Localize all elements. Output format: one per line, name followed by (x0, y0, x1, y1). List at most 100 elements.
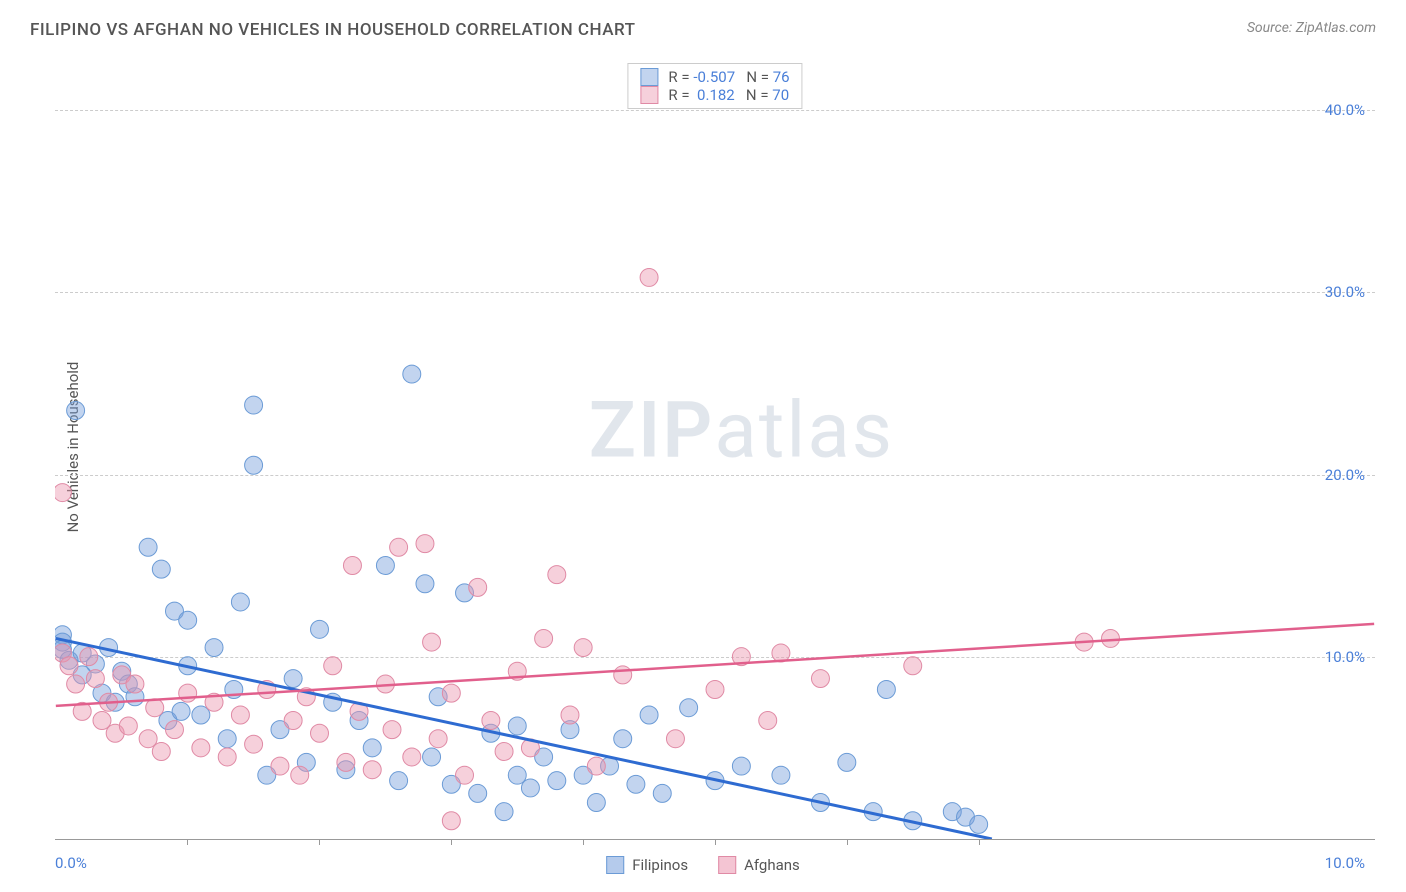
data-point (535, 629, 553, 647)
data-point (152, 560, 170, 578)
data-point (231, 593, 249, 611)
data-point (587, 794, 605, 812)
data-point (311, 620, 329, 638)
corr-r-1: 0.182 (697, 86, 735, 104)
data-point (218, 748, 236, 766)
data-point (152, 742, 170, 760)
data-point (383, 721, 401, 739)
data-point (271, 757, 289, 775)
data-point (311, 724, 329, 742)
x-tick (979, 839, 980, 845)
data-point (680, 699, 698, 717)
data-point (640, 706, 658, 724)
data-point (337, 753, 355, 771)
data-point (456, 766, 474, 784)
corr-n-0: 76 (773, 68, 790, 86)
data-point (60, 657, 78, 675)
source-name: ZipAtlas.com (1296, 20, 1376, 36)
legend-item-afghans: Afghans (718, 856, 800, 874)
data-point (423, 748, 441, 766)
data-point (245, 735, 263, 753)
data-point (732, 757, 750, 775)
data-point (192, 739, 210, 757)
data-point (429, 730, 447, 748)
data-point (640, 268, 658, 286)
legend-item-filipinos: Filipinos (606, 856, 688, 874)
data-point (614, 730, 632, 748)
data-point (1102, 629, 1120, 647)
data-point (442, 812, 460, 830)
data-point (416, 575, 434, 593)
x-label-min: 0.0% (55, 854, 87, 872)
data-point (653, 784, 671, 802)
data-point (55, 484, 71, 502)
data-point (403, 748, 421, 766)
data-point (548, 772, 566, 790)
corr-swatch-0 (640, 68, 658, 86)
data-point (363, 761, 381, 779)
data-point (495, 742, 513, 760)
legend-swatch-filipinos (606, 856, 624, 874)
data-point (614, 666, 632, 684)
corr-n-1: 70 (772, 86, 789, 104)
legend-label-afghans: Afghans (744, 856, 800, 874)
data-point (67, 402, 85, 420)
data-point (179, 611, 197, 629)
corr-swatch-1 (640, 86, 658, 104)
data-point (706, 681, 724, 699)
data-point (469, 784, 487, 802)
correlation-row-1: R = 0.182 N = 70 (640, 86, 789, 104)
chart-title: FILIPINO VS AFGHAN NO VEHICLES IN HOUSEH… (30, 20, 635, 40)
data-point (205, 639, 223, 657)
data-point (363, 739, 381, 757)
data-point (482, 711, 500, 729)
data-point (86, 670, 104, 688)
data-point (666, 730, 684, 748)
data-point (324, 657, 342, 675)
data-point (245, 456, 263, 474)
x-tick (319, 839, 320, 845)
data-point (218, 730, 236, 748)
x-tick (187, 839, 188, 845)
correlation-row-0: R = -0.507 N = 76 (640, 68, 789, 86)
data-point (179, 684, 197, 702)
x-tick (583, 839, 584, 845)
x-label-max: 10.0% (1325, 854, 1365, 872)
scatter-plot (55, 55, 1375, 839)
data-point (146, 699, 164, 717)
legend-swatch-afghans (718, 856, 736, 874)
data-point (139, 538, 157, 556)
data-point (772, 766, 790, 784)
x-tick (847, 839, 848, 845)
x-tick (451, 839, 452, 845)
corr-text-0: R = -0.507 N = 76 (668, 68, 789, 86)
correlation-legend: R = -0.507 N = 76 R = 0.182 N = 70 (627, 63, 802, 109)
data-point (587, 757, 605, 775)
data-point (284, 711, 302, 729)
data-point (627, 775, 645, 793)
data-point (561, 706, 579, 724)
data-point (811, 670, 829, 688)
corr-r-0: -0.507 (693, 68, 735, 86)
series-legend: Filipinos Afghans (606, 856, 800, 874)
data-point (970, 815, 988, 833)
data-point (126, 675, 144, 693)
data-point (904, 657, 922, 675)
data-point (390, 772, 408, 790)
data-point (245, 396, 263, 414)
data-point (376, 557, 394, 575)
data-point (403, 365, 421, 383)
data-point (548, 566, 566, 584)
data-point (423, 633, 441, 651)
data-point (442, 684, 460, 702)
data-point (877, 681, 895, 699)
data-point (343, 557, 361, 575)
chart-header: FILIPINO VS AFGHAN NO VEHICLES IN HOUSEH… (0, 0, 1406, 50)
data-point (838, 753, 856, 771)
source-attribution: Source: ZipAtlas.com (1247, 20, 1376, 36)
data-point (508, 717, 526, 735)
data-point (574, 639, 592, 657)
data-point (119, 717, 137, 735)
data-point (521, 779, 539, 797)
data-point (416, 535, 434, 553)
